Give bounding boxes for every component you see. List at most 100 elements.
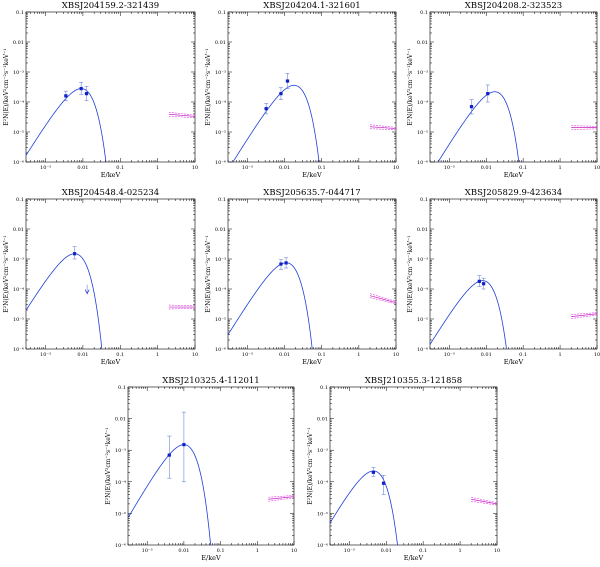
y-tick-label: 10⁻⁵ (13, 130, 24, 136)
plot-frame (25, 11, 196, 163)
y-tick-label: 10⁻³ (215, 70, 226, 76)
x-tick-label: 10 (393, 165, 399, 171)
x-axis-label: E/keV (404, 554, 424, 562)
y-tick-label: 10⁻⁶ (317, 543, 328, 549)
x-tick-label: 0.01 (279, 352, 290, 358)
x-tick-label: 1 (156, 352, 159, 358)
y-axis-label: E²N(E)/keV²cm⁻²s⁻¹keV⁻¹ (205, 48, 212, 125)
x-tick-label: 1 (256, 548, 259, 554)
panel-title: XBSJ205635.7-044717 (263, 188, 360, 198)
uv-data-point (284, 261, 288, 265)
x-tick-label: 0.1 (116, 165, 124, 171)
y-tick-label: 10⁻⁵ (417, 130, 428, 136)
x-tick-label: 10⁻³ (344, 548, 355, 554)
y-tick-label: 10⁻⁶ (417, 347, 428, 353)
x-tick-label: 0.01 (381, 548, 392, 554)
y-tick-label: 0.01 (417, 227, 428, 233)
x-tick-label: 1 (458, 548, 461, 554)
x-tick-label: 10⁻³ (40, 165, 51, 171)
panel-title: XBSJ204159.2-321439 (62, 1, 159, 11)
uv-data-point (279, 92, 283, 96)
uv-data-point (79, 86, 83, 91)
model-curve (228, 262, 313, 349)
y-tick-label: 10⁻⁴ (317, 480, 328, 486)
xray-error-band (168, 304, 195, 310)
panel-title: XBSJ204204.1-321601 (263, 1, 360, 11)
y-axis-label: E²N(E)/keV²cm⁻²s⁻¹keV⁻¹ (307, 427, 314, 504)
y-tick-label: 10⁻⁴ (417, 100, 428, 106)
y-tick-label: 10⁻⁶ (215, 347, 226, 353)
y-tick-label: 10⁻⁵ (417, 317, 428, 323)
y-tick-label: 10⁻⁶ (13, 347, 24, 353)
x-tick-label: 10⁻³ (242, 352, 253, 358)
y-axis-label: E²N(E)/keV²cm⁻²s⁻¹keV⁻¹ (407, 235, 414, 312)
x-tick-label: 1 (357, 165, 360, 171)
x-axis-label: E/keV (302, 171, 322, 179)
y-tick-label: 10⁻⁶ (115, 543, 126, 549)
x-tick-label: 10 (594, 165, 600, 171)
uv-data-point (264, 107, 268, 111)
x-tick-label: 10⁻³ (242, 165, 253, 171)
y-axis-label: E²N(E)/keV²cm⁻²s⁻¹keV⁻¹ (105, 427, 112, 504)
model-curve (437, 91, 520, 162)
uv-data-point (182, 443, 186, 447)
y-tick-label: 0.01 (13, 227, 24, 233)
y-tick-label: 10⁻⁵ (13, 317, 24, 323)
x-axis-label: E/keV (101, 171, 121, 179)
y-tick-label: 10⁻⁶ (13, 160, 24, 166)
x-tick-label: 1 (558, 352, 561, 358)
panel-title: XBSJ204548.4-025234 (62, 188, 159, 198)
uv-data-point (84, 92, 89, 96)
xray-error-band (268, 495, 294, 502)
xray-spectrum (370, 126, 396, 129)
x-tick-label: 10 (393, 352, 399, 358)
y-tick-label: 10⁻⁴ (13, 100, 24, 106)
x-tick-label: 1 (357, 352, 360, 358)
plot-frame (329, 386, 498, 546)
uv-data-point (482, 282, 486, 286)
uv-data-point (477, 279, 481, 283)
sed-panel-8: XBSJ210355.3-121858 10⁻³ 0.01 0.1 1 10 10⁻⁶ 10⁻… (307, 376, 500, 562)
y-tick-label: 0.1 (218, 197, 226, 203)
y-tick-label: 0.01 (13, 40, 24, 46)
y-tick-label: 0.1 (16, 10, 24, 16)
model-curve (26, 253, 103, 349)
y-tick-label: 10⁻⁵ (215, 130, 226, 136)
x-tick-label: 0.01 (481, 352, 492, 358)
x-tick-label: 0.1 (116, 352, 124, 358)
y-axis-label: E²N(E)/keV²cm⁻²s⁻¹keV⁻¹ (205, 235, 212, 312)
y-tick-label: 10⁻⁶ (215, 160, 226, 166)
plot-frame (227, 198, 397, 350)
y-tick-label: 10⁻⁴ (13, 287, 24, 293)
x-tick-label: 0.1 (519, 352, 527, 358)
x-tick-label: 0.01 (279, 165, 290, 171)
x-tick-label: 0.1 (318, 165, 326, 171)
x-tick-label: 10 (594, 352, 600, 358)
x-tick-label: 10 (192, 165, 198, 171)
x-tick-label: 10⁻³ (40, 352, 51, 358)
x-tick-label: 0.01 (77, 165, 88, 171)
y-tick-label: 10⁻⁴ (115, 480, 126, 486)
uv-data-point (279, 262, 283, 266)
x-tick-label: 10⁻³ (444, 165, 455, 171)
uv-data-point (64, 94, 68, 98)
y-axis-label: E²N(E)/keV²cm⁻²s⁻¹keV⁻¹ (3, 48, 10, 125)
x-axis-label: E/keV (504, 171, 524, 179)
panel-title: XBSJ204208.2-323523 (465, 1, 562, 11)
plot-frame (227, 11, 397, 163)
y-tick-label: 10⁻³ (115, 448, 126, 454)
xray-error-band (369, 293, 396, 305)
y-tick-label: 10⁻⁵ (215, 317, 226, 323)
model-curve (26, 88, 107, 162)
uv-data-point (371, 470, 376, 474)
y-tick-label: 0.01 (215, 227, 226, 233)
sed-panel-6: XBSJ205829.9-423634 10⁻³ 0.01 0.1 1 10 10⁻⁶ 10⁻… (407, 188, 600, 366)
xray-spectrum (369, 295, 396, 304)
x-tick-label: 10⁻³ (444, 352, 455, 358)
x-tick-label: 0.1 (318, 352, 326, 358)
xray-spectrum (268, 496, 294, 500)
upper-limit-arrow (84, 289, 90, 295)
y-tick-label: 10⁻⁵ (317, 511, 328, 517)
xray-error-band (370, 124, 396, 131)
